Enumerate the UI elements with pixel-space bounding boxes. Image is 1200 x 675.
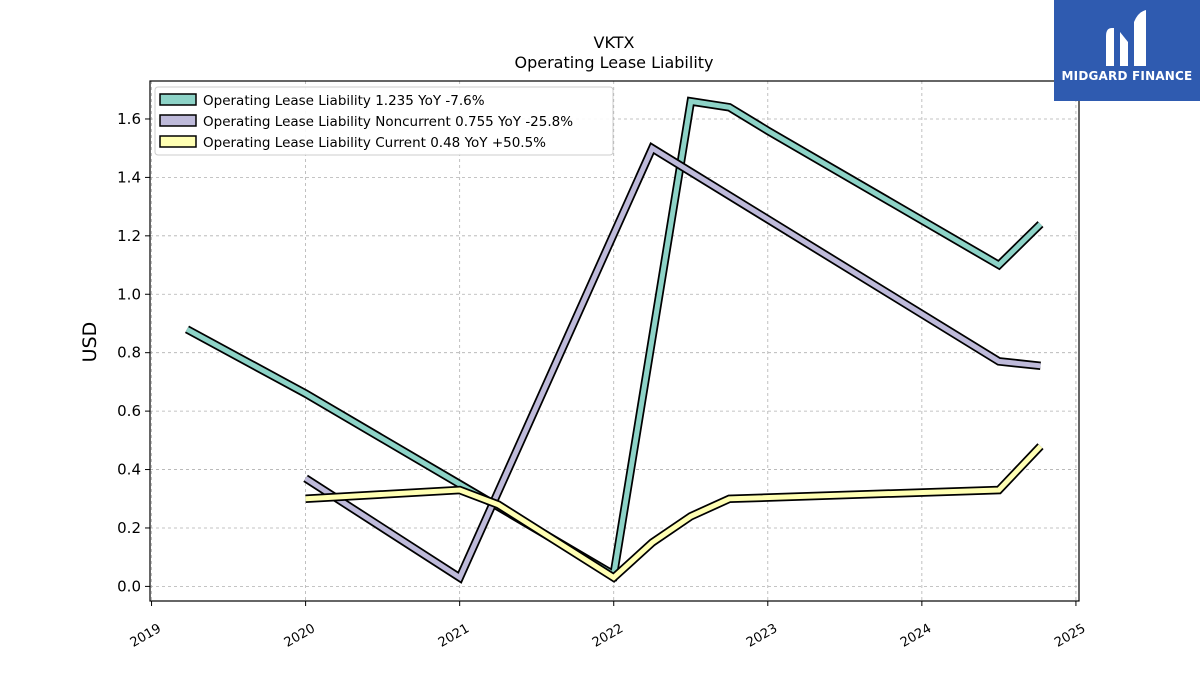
y-tick-label: 0.4 xyxy=(117,461,141,479)
logo-text: MIDGARD FINANCE xyxy=(1061,69,1193,83)
chart-subtitle: Operating Lease Liability xyxy=(514,53,713,72)
x-tick-label: 2022 xyxy=(590,621,626,651)
y-tick-label: 0.8 xyxy=(117,344,141,362)
y-tick-label: 1.2 xyxy=(117,227,141,245)
plot-frame xyxy=(149,80,1080,602)
logo-mark-icon xyxy=(1106,10,1146,66)
legend-label: Operating Lease Liability Current 0.48 Y… xyxy=(203,135,546,151)
series-line xyxy=(185,98,1043,579)
y-tick-label: 0.6 xyxy=(117,402,141,420)
legend-swatch xyxy=(159,135,197,148)
y-tick-label: 1.0 xyxy=(117,285,141,303)
x-tick-label: 2025 xyxy=(1052,621,1088,651)
legend-box xyxy=(154,86,614,156)
x-tick-label: 2024 xyxy=(898,621,934,651)
legend-swatch xyxy=(159,93,197,106)
chart-title: VKTX xyxy=(594,33,635,52)
brand-logo: MIDGARD FINANCE xyxy=(1054,0,1200,101)
series-line xyxy=(304,144,1041,582)
y-axis-label: USD xyxy=(79,322,101,363)
y-tick-label: 1.4 xyxy=(117,168,141,186)
x-tick-label: 2023 xyxy=(744,621,780,651)
plot-area xyxy=(150,81,1079,601)
series-line xyxy=(305,444,1043,581)
legend-swatch xyxy=(159,114,197,127)
legend-label: Operating Lease Liability 1.235 YoY -7.6… xyxy=(203,93,485,109)
x-tick-label: 2021 xyxy=(436,621,472,651)
grid xyxy=(150,81,1079,601)
y-tick-label: 1.6 xyxy=(117,110,141,128)
x-tick-label: 2019 xyxy=(128,621,164,651)
x-tick-label: 2020 xyxy=(282,621,318,651)
y-tick-label: 0.2 xyxy=(117,519,141,537)
series-layer xyxy=(184,96,1044,584)
legend: Operating Lease Liability 1.235 YoY -7.6… xyxy=(154,86,614,156)
legend-label: Operating Lease Liability Noncurrent 0.7… xyxy=(203,114,573,130)
y-tick-label: 0.0 xyxy=(117,577,141,595)
